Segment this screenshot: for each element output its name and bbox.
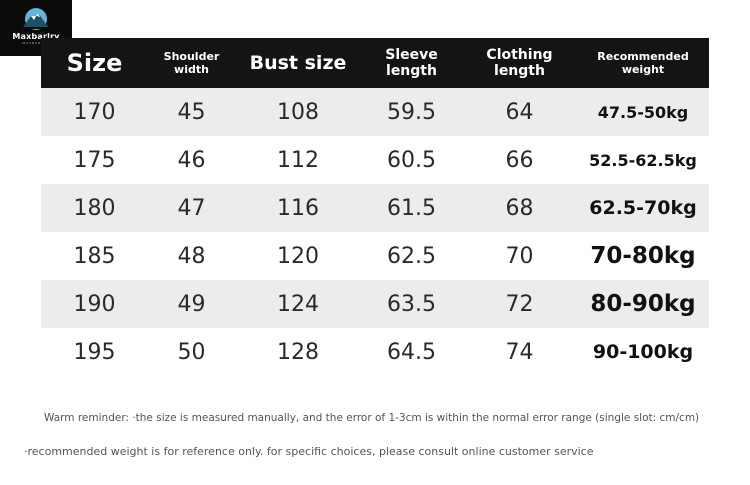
cell-weight: 52.5-62.5kg	[589, 150, 697, 170]
cell-sleeve: 63.5	[387, 291, 436, 317]
header-shoulder-width: Shoulder width	[148, 50, 235, 76]
cell-bust: 128	[277, 339, 319, 365]
table-row: 180 47 116 61.5 68 62.5-70kg	[41, 184, 709, 232]
header-shoulder-line2: width	[174, 63, 209, 76]
cell-weight: 47.5-50kg	[597, 102, 689, 122]
cell-size: 190	[73, 291, 116, 317]
header-recommended-weight: Recommended weight	[577, 50, 709, 76]
table-header: Size Shoulder width Bust size Sleeve len…	[41, 38, 709, 88]
table-row: 185 48 120 62.5 70 70-80kg	[41, 232, 709, 280]
cell-size: 185	[73, 243, 116, 269]
cell-clothing-length: 68	[505, 195, 534, 221]
cell-clothing-length: 70	[505, 243, 534, 269]
cell-shoulder: 45	[177, 99, 206, 125]
cell-sleeve: 62.5	[387, 243, 436, 269]
table-row: 190 49 124 63.5 72 80-90kg	[41, 280, 709, 328]
header-weight-line1: Recommended	[597, 50, 689, 63]
cell-shoulder: 48	[177, 243, 206, 269]
cell-clothing-length: 72	[505, 291, 534, 317]
cell-size: 170	[73, 99, 116, 125]
table-row: 175 46 112 60.5 66 52.5-62.5kg	[41, 136, 709, 184]
cell-clothing-length: 74	[505, 339, 534, 365]
header-size: Size	[66, 49, 123, 77]
cell-shoulder: 47	[177, 195, 206, 221]
cell-bust: 124	[277, 291, 319, 317]
header-clothing-line1: Clothing	[486, 47, 553, 63]
cell-bust: 116	[277, 195, 319, 221]
warm-reminder-note: Warm reminder: ·the size is measured man…	[44, 412, 700, 424]
header-sleeve-line2: length	[386, 63, 437, 79]
cell-sleeve: 59.5	[387, 99, 436, 125]
cell-clothing-length: 64	[505, 99, 534, 125]
cell-weight: 80-90kg	[590, 291, 696, 317]
cell-weight: 62.5-70kg	[589, 197, 697, 219]
cell-shoulder: 50	[177, 339, 206, 365]
brand-tagline: MAXBARLRY	[22, 41, 50, 45]
cell-weight: 90-100kg	[592, 341, 694, 363]
cell-weight: 70-80kg	[590, 243, 696, 269]
brand-logo: Maxbarlry MAXBARLRY	[0, 0, 72, 56]
header-sleeve-length: Sleeve length	[361, 47, 462, 79]
header-sleeve-line1: Sleeve	[385, 47, 438, 63]
table-row: 195 50 128 64.5 74 90-100kg	[41, 328, 709, 376]
cell-clothing-length: 66	[505, 147, 534, 173]
cell-sleeve: 64.5	[387, 339, 436, 365]
cell-shoulder: 49	[177, 291, 206, 317]
cell-size: 195	[73, 339, 116, 365]
weight-reference-note: ·recommended weight is for reference onl…	[24, 445, 594, 458]
mountain-logo-icon	[21, 8, 51, 30]
cell-bust: 112	[277, 147, 319, 173]
cell-sleeve: 61.5	[387, 195, 436, 221]
header-clothing-line2: length	[494, 63, 545, 79]
table-row: 170 45 108 59.5 64 47.5-50kg	[41, 88, 709, 136]
header-bust-size: Bust size	[249, 52, 347, 74]
cell-size: 175	[73, 147, 116, 173]
header-shoulder-line1: Shoulder	[163, 50, 220, 63]
table-body: 170 45 108 59.5 64 47.5-50kg 175 46 112 …	[41, 88, 709, 376]
cell-shoulder: 46	[177, 147, 206, 173]
size-chart-table: Size Shoulder width Bust size Sleeve len…	[41, 38, 709, 376]
cell-bust: 120	[277, 243, 319, 269]
header-clothing-length: Clothing length	[462, 47, 577, 79]
cell-bust: 108	[277, 99, 319, 125]
cell-size: 180	[73, 195, 116, 221]
header-weight-line2: weight	[621, 63, 665, 76]
cell-sleeve: 60.5	[387, 147, 436, 173]
brand-name: Maxbarlry	[12, 32, 60, 41]
